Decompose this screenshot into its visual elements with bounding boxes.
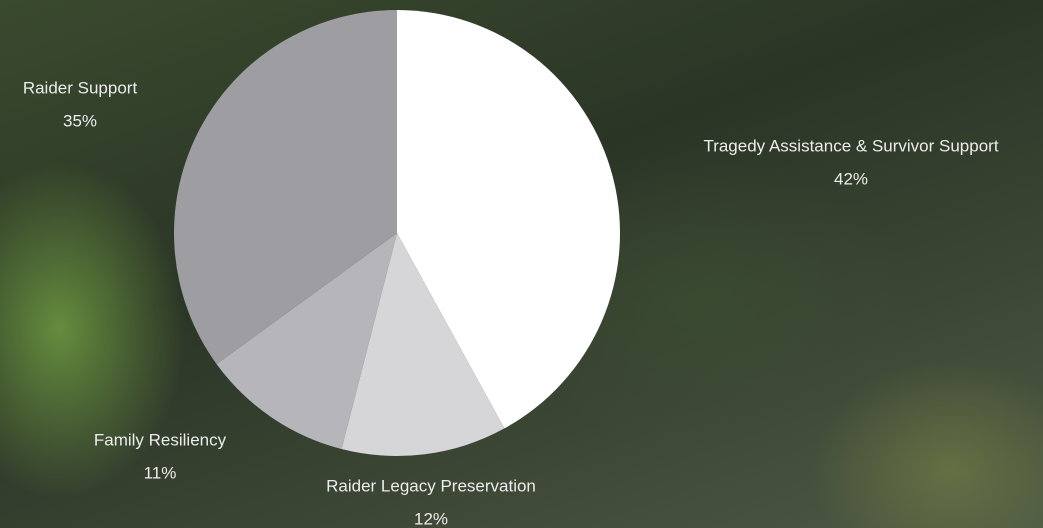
slice-value-label: 35% <box>63 111 97 130</box>
pie-slice <box>397 10 620 429</box>
pie-slice <box>173 10 397 365</box>
slice-label: Raider Legacy Preservation <box>326 476 536 495</box>
slice-label: Raider Support <box>23 78 138 97</box>
slice-value-label: 42% <box>834 169 868 188</box>
pie-slice <box>216 233 397 449</box>
slice-value-label: 12% <box>414 509 448 528</box>
slice-label: Family Resiliency <box>94 430 227 449</box>
pie-slice <box>341 233 505 456</box>
slice-label: Tragedy Assistance & Survivor Support <box>703 136 998 155</box>
slice-value-label: 11% <box>144 463 177 482</box>
